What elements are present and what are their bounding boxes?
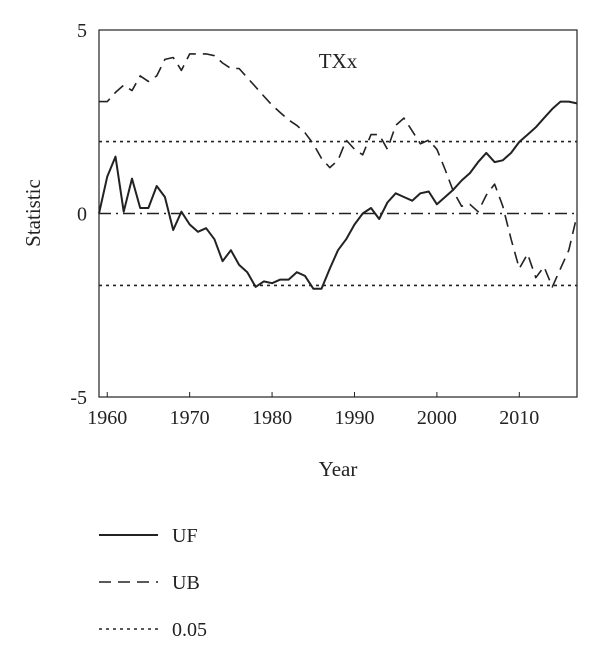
- series-uf-line: [98, 100, 578, 290]
- x-tick-label: 1980: [252, 407, 292, 429]
- ticks-layer: 1960 1970 1980 1990 2000 2010 -5 0 5: [70, 20, 539, 429]
- x-tick-label: 2000: [417, 407, 457, 429]
- x-axis-label: Year: [319, 457, 358, 481]
- y-axis-label: Statistic: [21, 179, 45, 247]
- legend: UF UB 0.05: [99, 525, 207, 641]
- x-tick-label: 1970: [170, 407, 210, 429]
- x-tick-label: 1990: [334, 407, 374, 429]
- plot-frame: [98, 29, 578, 398]
- y-tick-label: 0: [77, 204, 87, 226]
- y-tick-label: 5: [77, 20, 87, 42]
- x-tick-label: 2010: [499, 407, 539, 429]
- legend-label: 0.05: [172, 619, 207, 641]
- x-tick-label: 1960: [87, 407, 127, 429]
- series-ub-line: [99, 53, 578, 288]
- y-tick-label: -5: [70, 387, 87, 409]
- legend-label: UB: [172, 572, 200, 594]
- plot-layer: [98, 53, 578, 290]
- legend-label: UF: [172, 525, 198, 547]
- chart-title: TXx: [319, 49, 358, 73]
